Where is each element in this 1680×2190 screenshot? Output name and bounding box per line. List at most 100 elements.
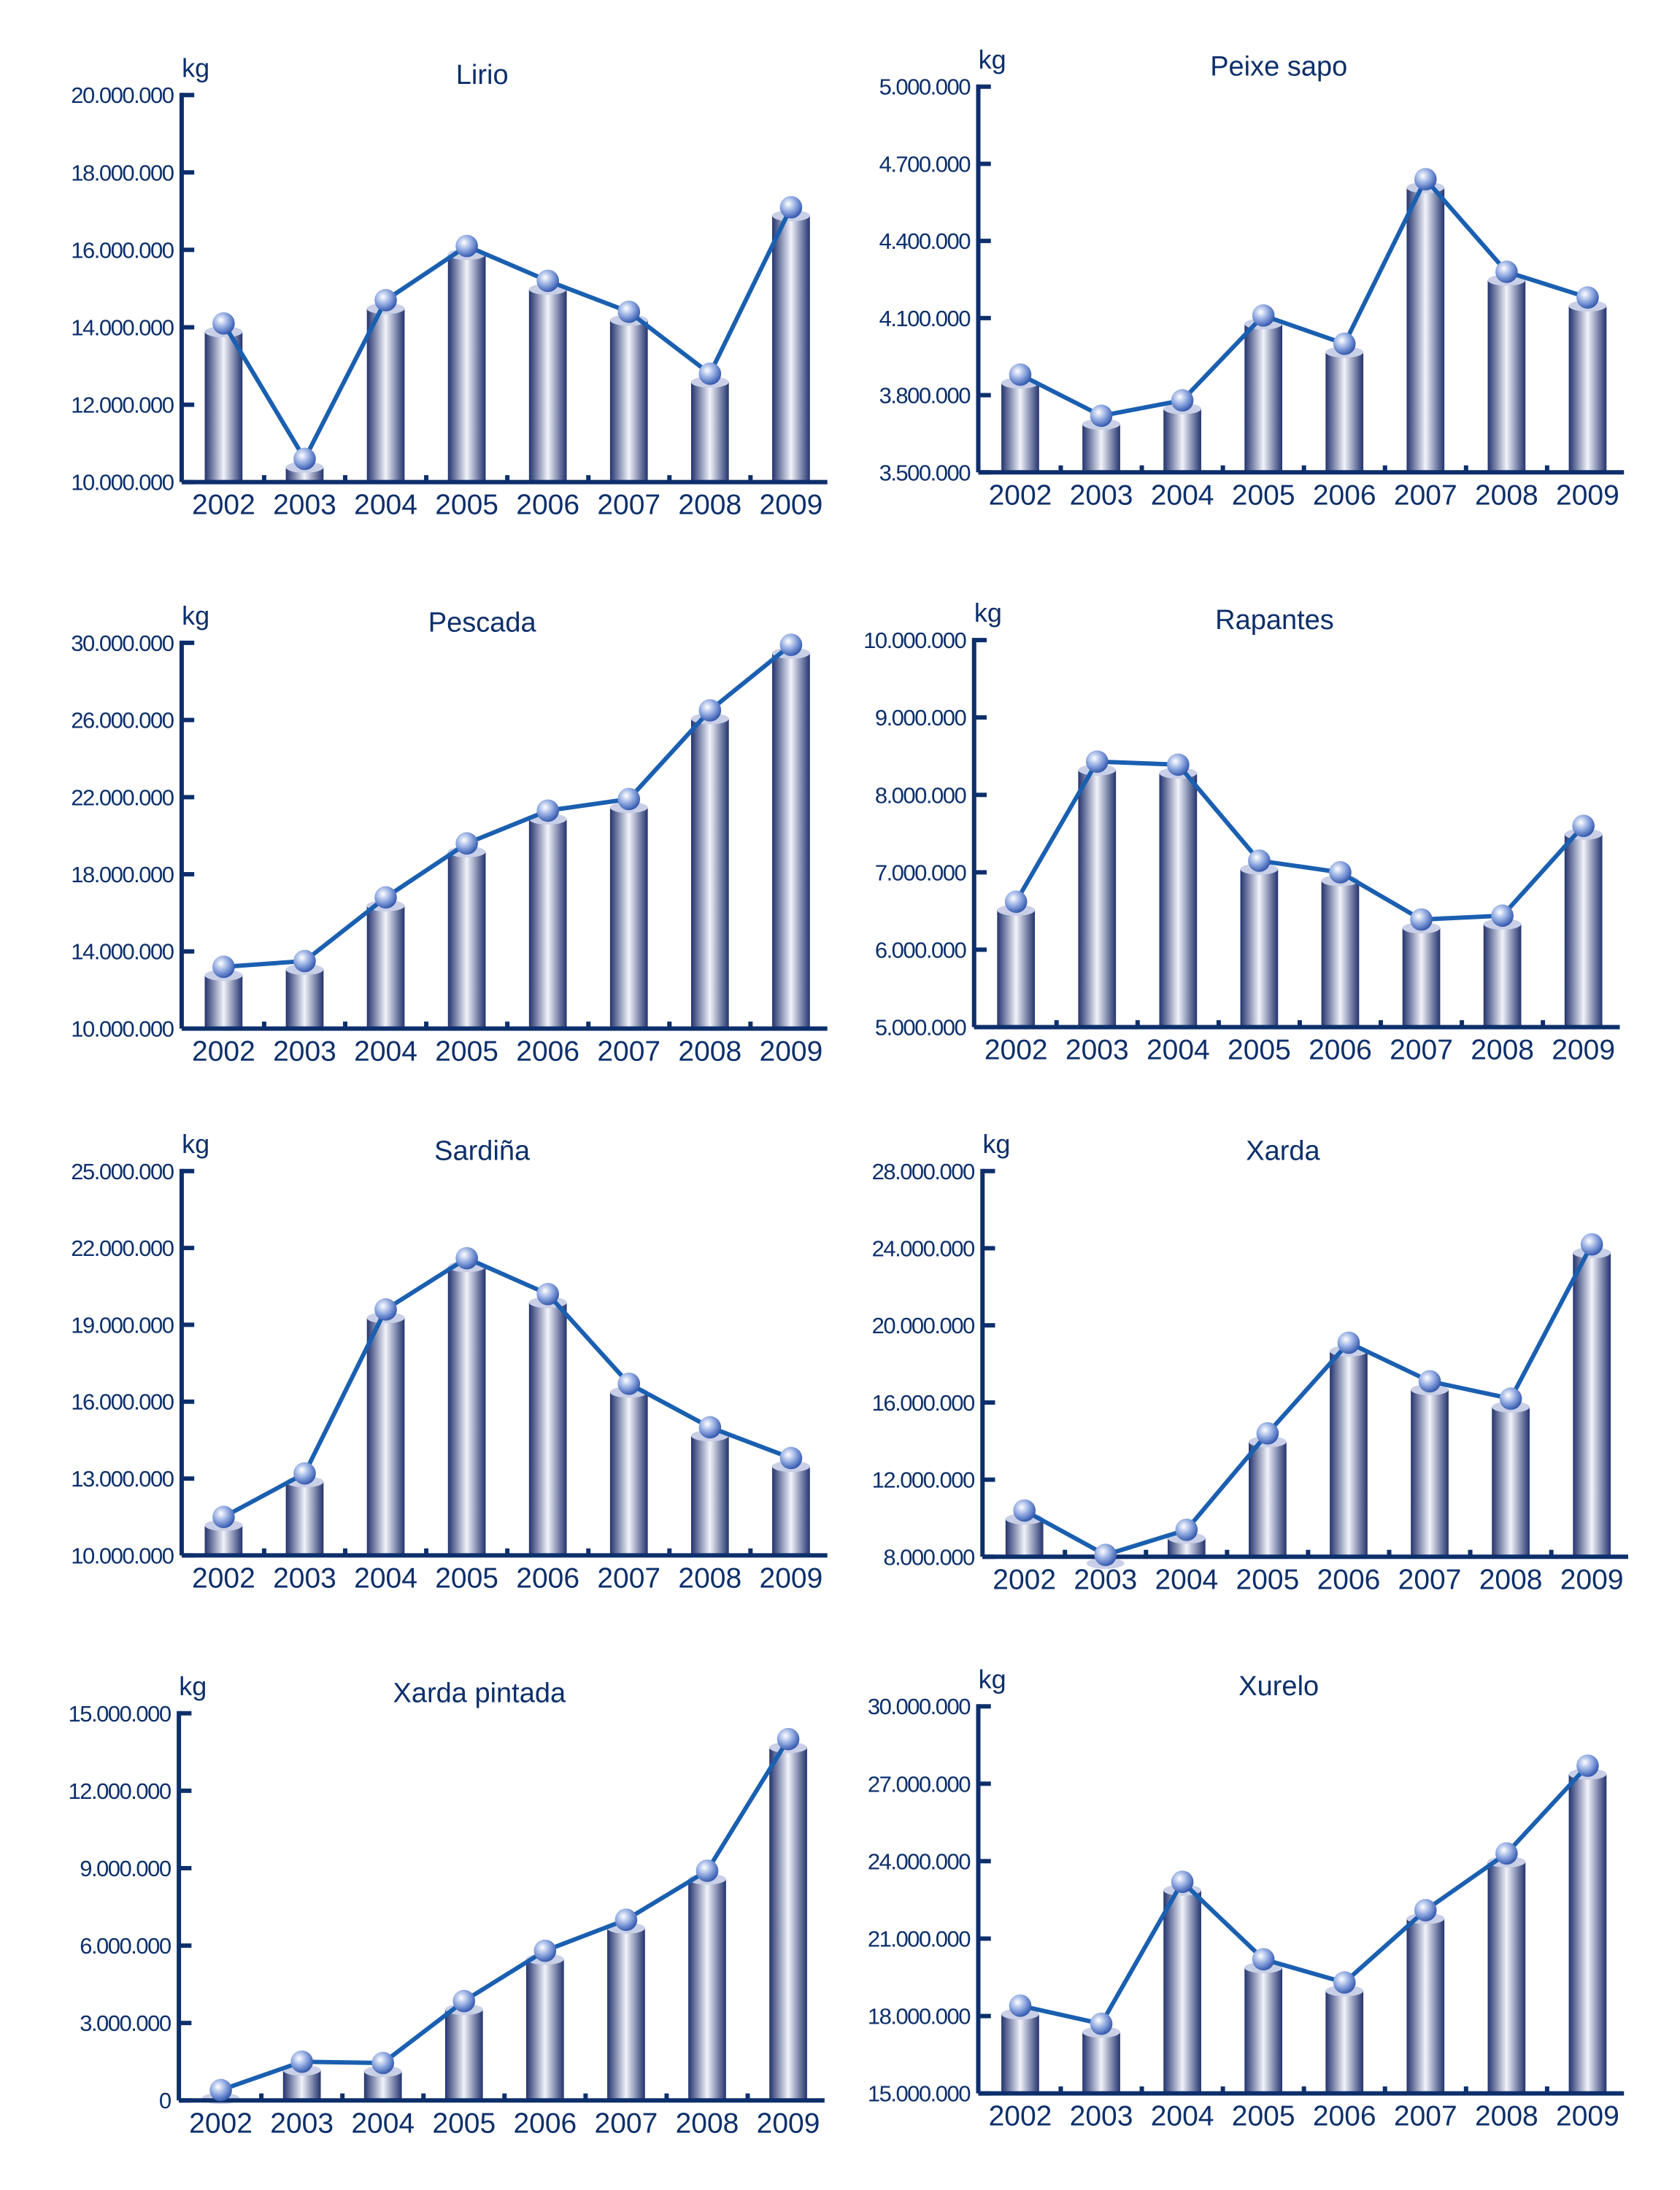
- bar: [1001, 2013, 1039, 2094]
- data-point-marker: [1094, 1543, 1117, 1566]
- data-point-marker: [1175, 1518, 1198, 1541]
- bar: [1406, 1919, 1445, 2094]
- data-point-marker: [1085, 750, 1109, 773]
- data-point-marker: [371, 2051, 395, 2075]
- data-point-marker: [1009, 363, 1032, 386]
- y-tick-label: 22.000.000: [71, 1235, 174, 1261]
- y-tick-label: 3.800.000: [879, 383, 971, 409]
- x-tick-label: 2004: [351, 2108, 415, 2139]
- x-tick-label: 2004: [1151, 479, 1214, 511]
- y-tick-label: 8.000.000: [875, 782, 967, 808]
- x-tick-label: 2007: [1394, 2101, 1457, 2132]
- data-point-marker: [1499, 1387, 1522, 1410]
- y-tick-label: 19.000.000: [71, 1312, 174, 1338]
- x-tick-label: 2009: [1552, 1035, 1615, 1066]
- data-point-marker: [1009, 1994, 1032, 2017]
- chart-title: Rapantes: [1215, 605, 1334, 636]
- data-point-marker: [779, 633, 803, 656]
- x-tick-label: 2006: [1313, 2101, 1376, 2132]
- data-point-marker: [212, 1505, 235, 1529]
- bar: [1487, 1862, 1526, 2094]
- x-tick-label: 2006: [516, 1036, 579, 1067]
- data-point-marker: [1252, 304, 1275, 327]
- bar: [525, 1959, 564, 2101]
- x-tick-label: 2006: [1313, 479, 1376, 511]
- x-tick-label: 2004: [1151, 2101, 1214, 2132]
- data-point-marker: [1090, 2012, 1113, 2035]
- data-point-marker: [1495, 261, 1518, 283]
- bar: [607, 1928, 645, 2101]
- x-tick-label: 2008: [1475, 479, 1538, 511]
- bar: [769, 1747, 807, 2101]
- x-tick-label: 2003: [1074, 1564, 1137, 1595]
- bar: [1163, 1890, 1201, 2094]
- series-line: [1014, 759, 1585, 922]
- y-tick-label: 22.000.000: [71, 784, 174, 810]
- data-point-marker: [1576, 1754, 1599, 1777]
- data-point-marker: [536, 1282, 559, 1306]
- y-tick-label: 3.000.000: [80, 2010, 172, 2036]
- chart-peixe-sapo: Peixe sapo kg 3.500.000 3.800.000 4.100.000 4…: [879, 45, 1625, 511]
- x-tick-label: 2009: [1556, 2101, 1619, 2132]
- data-point-marker: [374, 289, 397, 312]
- data-point-marker: [1491, 904, 1514, 928]
- x-tick-label: 2009: [1560, 1564, 1624, 1595]
- x-tick-label: 2007: [597, 1562, 660, 1594]
- chart-title: Lirio: [456, 60, 509, 90]
- bar: [1487, 279, 1526, 473]
- chart-title: Sardiña: [434, 1136, 531, 1166]
- data-point-marker: [1333, 1971, 1356, 1994]
- x-tick-label: 2002: [189, 2108, 253, 2139]
- x-tick-label: 2002: [989, 2101, 1052, 2132]
- y-tick-label: 4.700.000: [879, 151, 971, 177]
- data-point-marker: [1013, 1499, 1036, 1522]
- y-tick-label: 12.000.000: [71, 393, 174, 418]
- bar: [1564, 834, 1603, 1027]
- data-point-marker: [1410, 908, 1433, 931]
- x-tick-label: 2005: [435, 1562, 498, 1594]
- x-tick-label: 2005: [435, 1036, 498, 1067]
- data-point-marker: [779, 1446, 803, 1470]
- x-tick-label: 2005: [432, 2108, 496, 2139]
- data-point-marker: [293, 949, 316, 973]
- bar: [688, 1878, 726, 2101]
- y-tick-label: 10.000.000: [863, 628, 966, 653]
- data-point-marker: [536, 799, 559, 822]
- bar: [690, 1435, 729, 1556]
- x-tick-label: 2003: [273, 1562, 336, 1594]
- bar: [447, 254, 486, 482]
- y-tick-label: 4.400.000: [879, 228, 971, 254]
- bar: [528, 1302, 567, 1556]
- bar: [285, 969, 324, 1029]
- x-tick-label: 2007: [595, 2108, 658, 2139]
- bar: [1568, 306, 1607, 473]
- x-tick-label: 2002: [985, 1035, 1048, 1066]
- y-tick-label: 27.000.000: [868, 1771, 971, 1797]
- x-tick-label: 2008: [678, 1036, 741, 1067]
- x-tick-label: 2002: [989, 479, 1052, 511]
- data-point-marker: [1171, 389, 1194, 412]
- x-tick-label: 2006: [516, 1562, 579, 1594]
- data-point-marker: [1171, 1870, 1194, 1894]
- bar: [1573, 1252, 1611, 1557]
- data-point-marker: [1572, 814, 1595, 838]
- y-tick-label: 25.000.000: [71, 1159, 174, 1184]
- x-tick-label: 2006: [513, 2108, 577, 2139]
- bar: [609, 807, 648, 1029]
- y-tick-label: 26.000.000: [71, 708, 174, 733]
- y-tick-label: 16.000.000: [71, 1389, 174, 1415]
- bar: [366, 1317, 405, 1556]
- y-axis-unit-label: kg: [182, 1129, 209, 1159]
- y-tick-label: 24.000.000: [872, 1235, 975, 1261]
- bar: [1483, 924, 1522, 1027]
- x-tick-label: 2002: [192, 490, 255, 521]
- bar: [204, 331, 243, 482]
- y-tick-label: 8.000.000: [883, 1544, 975, 1570]
- data-point-marker: [698, 699, 722, 722]
- bar: [1411, 1389, 1449, 1557]
- x-tick-label: 2002: [192, 1036, 255, 1067]
- y-tick-label: 15.000.000: [68, 1701, 171, 1727]
- bar: [1325, 1991, 1364, 2094]
- y-axis-unit-label: kg: [982, 1129, 1010, 1159]
- data-point-marker: [617, 300, 641, 323]
